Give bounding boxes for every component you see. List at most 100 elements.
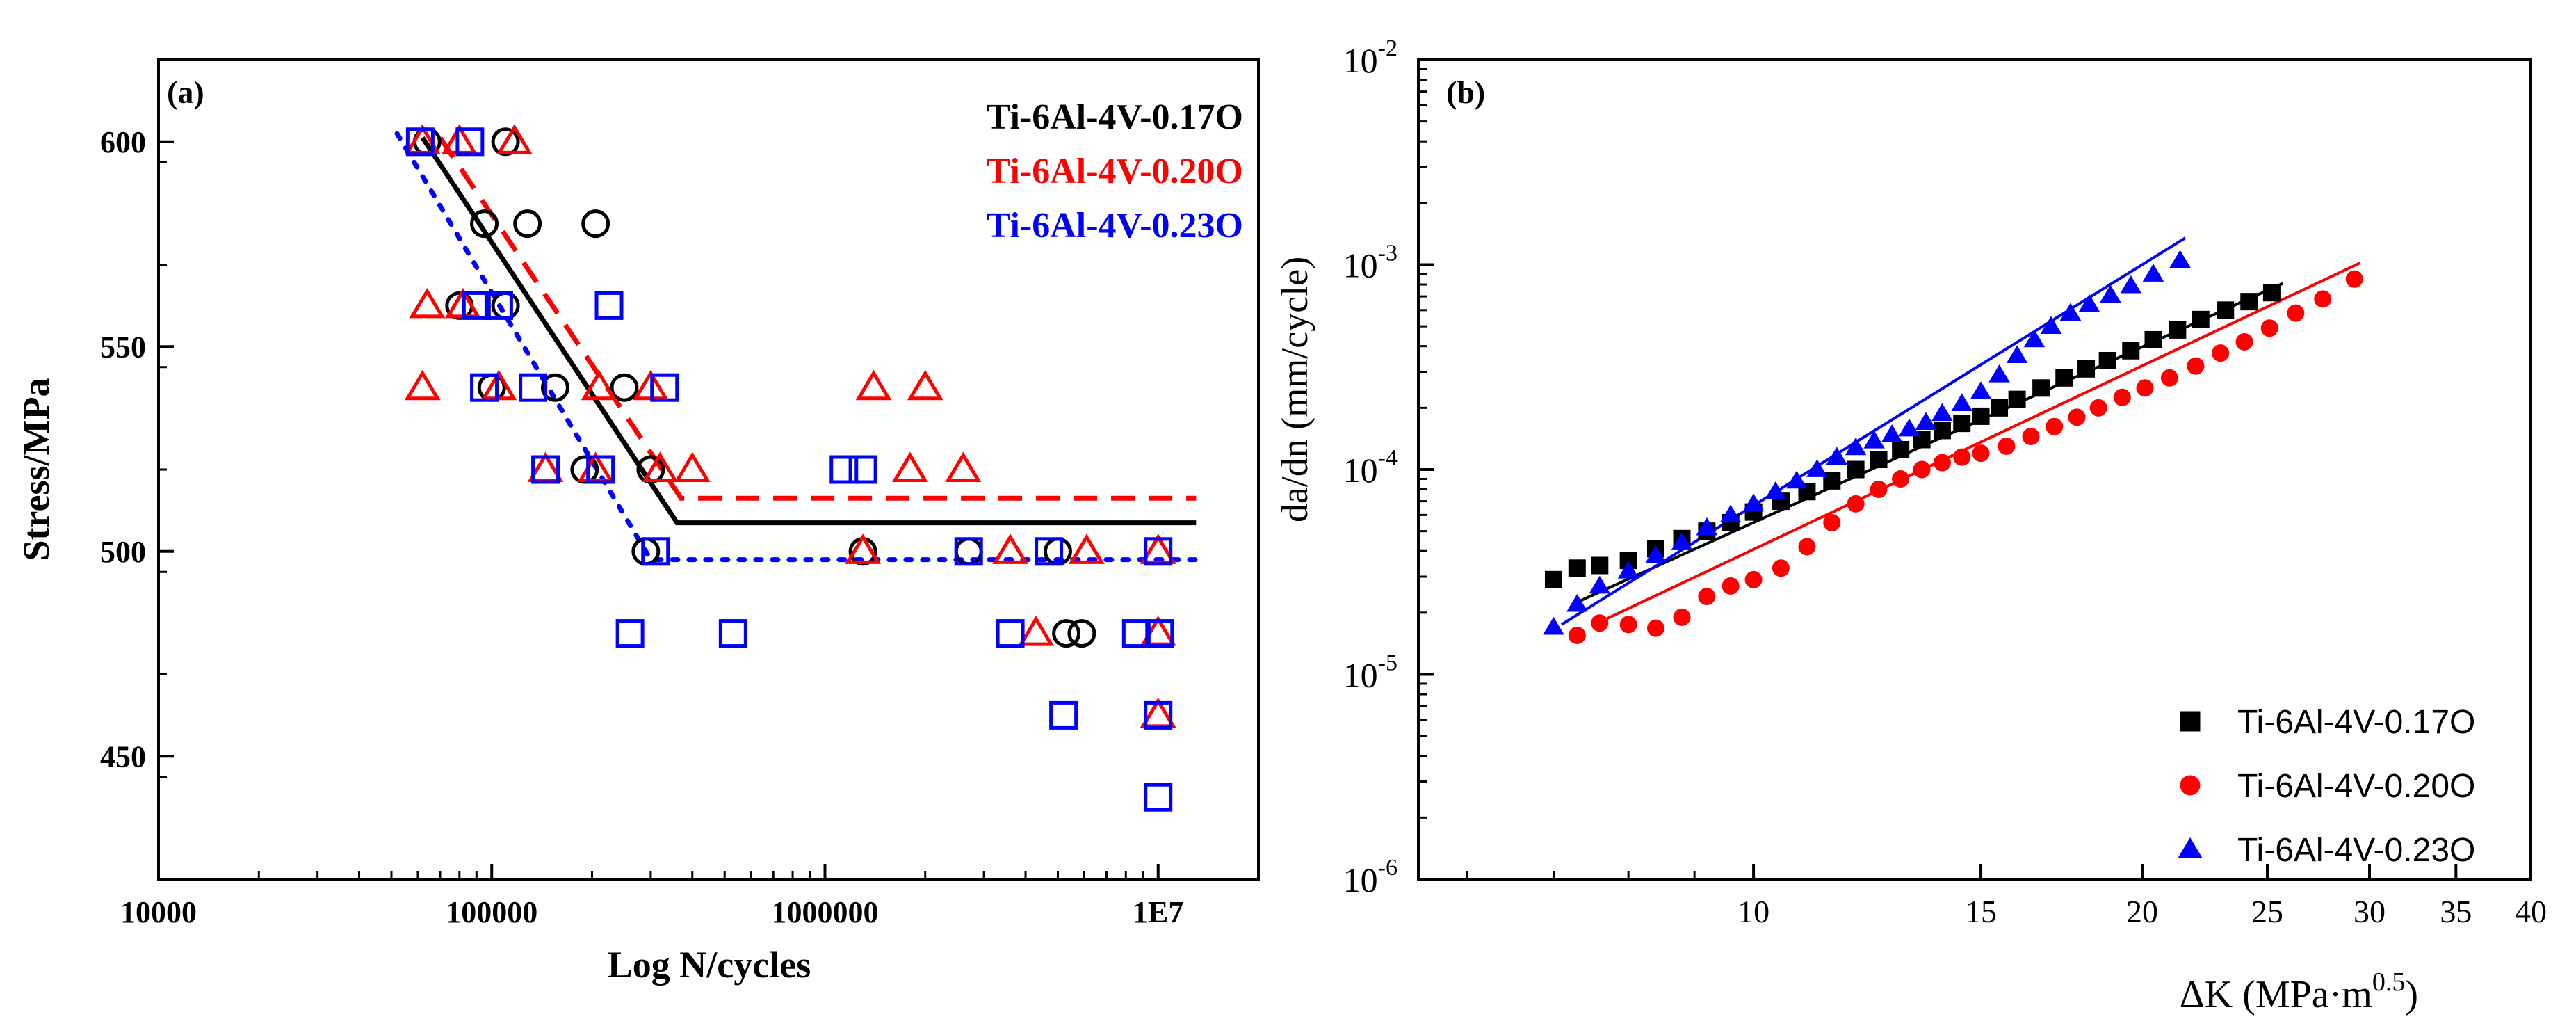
panel-a-data-point [519, 373, 548, 402]
panel-a-y-tick-label: 550 [100, 330, 146, 364]
panel-b-data-point [1589, 575, 1611, 594]
panel-b-data-point [1870, 481, 1888, 499]
panel-a-data-point [907, 369, 943, 401]
panel-b-data-point [1826, 447, 1848, 465]
panel-a-data-point [513, 209, 542, 239]
panel-b-x-tick-label: 40 [2515, 894, 2547, 929]
panel-b-y-tick-exponent: -4 [1378, 445, 1398, 471]
panel-b-data-point [2098, 351, 2116, 369]
panel-b-data-point [1892, 470, 1910, 488]
panel-a-fit-lines [394, 131, 1199, 563]
panel-a-data-point [954, 537, 983, 566]
panel-b-data-point [1913, 460, 1931, 479]
panel-b-x-axis-title-superscript: 0.5 [2372, 968, 2406, 997]
panel-a-data-point [1068, 533, 1105, 564]
panel-b-data-point [1991, 399, 2009, 417]
panel-b-data-point [1863, 431, 1885, 449]
panel-b-data-point [2217, 301, 2235, 319]
panel-a-data-point [491, 291, 520, 320]
panel-b-y-tick-label: 10-3 [1343, 241, 1398, 285]
panel-a-data-point [496, 124, 533, 154]
panel-a-data-point [581, 209, 610, 239]
panel-b-data-point [1915, 412, 1937, 430]
panel-a-y-tick-label: 450 [100, 739, 146, 773]
panel-a-data-point [855, 369, 892, 401]
panel-b-data-point [1543, 616, 1564, 635]
panel-b-data-point [2345, 270, 2363, 288]
panel-a-data-point [581, 369, 617, 401]
panel-b-data-point [1972, 444, 1990, 463]
panel-b-data-point [2260, 319, 2278, 337]
panel-b-data-point [1617, 560, 1639, 579]
panel-b-data-point [1673, 608, 1691, 626]
panel-a-markers [404, 124, 1176, 812]
panel-a-data-point [1121, 619, 1151, 648]
panel-b-y-tick-base: 10 [1343, 41, 1378, 80]
panel-a-data-point [992, 533, 1029, 564]
panel-b-data-point [2113, 388, 2131, 406]
panel-b-y-tick-label: 10-6 [1343, 855, 1398, 899]
panel-b-y-tick-exponent: -5 [1378, 650, 1398, 676]
panel-a-data-point [642, 451, 679, 483]
panel-b-data-point [1933, 454, 1951, 472]
panel-b-x-axis-title-suffix: ) [2405, 973, 2418, 1016]
panel-a-chart: 10000 100000 1000000 1E7 450 500 550 600 (a) Ti… [15, 58, 1260, 986]
panel-b-y-tick-base: 10 [1343, 246, 1378, 285]
panel-b-data-point [2078, 294, 2100, 312]
panel-a-legend-label-2: Ti-6Al-4V-0.20O [987, 152, 1243, 191]
panel-b-legend-marker-1 [2180, 711, 2201, 732]
panel-a-x-axis-title: Log N/cycles [608, 944, 811, 986]
panel-a-data-point [480, 369, 517, 401]
panel-b-y-tick-base: 10 [1343, 451, 1378, 490]
panel-b-data-point [1847, 495, 1865, 513]
panel-b-data-point [2077, 360, 2096, 378]
panel-a-data-point [405, 127, 435, 157]
panel-b-data-point [2023, 329, 2046, 348]
panel-b-data-point [1772, 559, 1790, 577]
panel-a-data-point [845, 533, 882, 564]
panel-a-data-point [615, 619, 645, 648]
panel-a-data-point [470, 373, 499, 402]
panel-a-data-point [586, 455, 615, 484]
panel-a-label: (a) [167, 74, 204, 110]
panel-b-data-point [1953, 448, 1971, 466]
panel-a-y-tick-label: 600 [100, 125, 146, 159]
panel-b-y-tick-exponent: -3 [1378, 241, 1398, 266]
panel-a-x-tick-label: 1E7 [1133, 895, 1183, 929]
panel-b-data-point [1591, 556, 1609, 575]
panel-b-data-point [1719, 504, 1742, 523]
panel-b-data-point [1970, 381, 1992, 399]
panel-b-data-point [1568, 559, 1586, 577]
panel-b-data-point [1870, 451, 1888, 469]
panel-a-data-point [1144, 783, 1173, 812]
panel-a-legend: Ti-6Al-4V-0.17O Ti-6Al-4V-0.20O Ti-6Al-4V-… [987, 97, 1243, 246]
panel-a-fit-line-series-1 [420, 136, 1197, 526]
panel-b-data-point [1765, 481, 1787, 499]
panel-a-data-point [404, 369, 441, 401]
panel-a-fit-line-series-3 [394, 131, 1199, 563]
panel-b-legend-label-1: Ti-6Al-4V-0.17O [2237, 704, 2475, 741]
panel-b-legend-label-3: Ti-6Al-4V-0.23O [2237, 832, 2475, 869]
panel-b-data-point [1898, 418, 1920, 437]
panel-b-data-point [1696, 517, 1718, 536]
panel-a-y-axis-title: Stress/MPa [15, 378, 57, 561]
panel-b-data-point [1847, 460, 1865, 479]
panel-b-data-point [1892, 440, 1910, 458]
panel-b-data-point [1645, 545, 1667, 563]
panel-b-data-point [1881, 424, 1903, 442]
panel-b-data-point [2192, 310, 2210, 328]
panel-b-data-point [2120, 275, 2142, 294]
panel-a-data-point [674, 451, 711, 483]
panel-b-x-tick-label: 35 [2440, 894, 2472, 929]
panel-b-y-tick-label: 10-5 [1343, 650, 1398, 695]
panel-b-data-point [1931, 403, 1953, 422]
panel-a-data-point [848, 455, 877, 484]
panel-b-data-point [1671, 532, 1693, 550]
panel-b-series-2-markers [1568, 270, 2363, 644]
panel-b-data-point [1698, 588, 1716, 606]
panel-b-data-point [1823, 513, 1841, 531]
panel-b-data-point [2008, 390, 2026, 408]
panel-b-legend: Ti-6Al-4V-0.17O Ti-6Al-4V-0.20O Ti-6Al-4V-… [2178, 704, 2475, 869]
panel-b-legend-label-2: Ti-6Al-4V-0.20O [2237, 768, 2475, 805]
